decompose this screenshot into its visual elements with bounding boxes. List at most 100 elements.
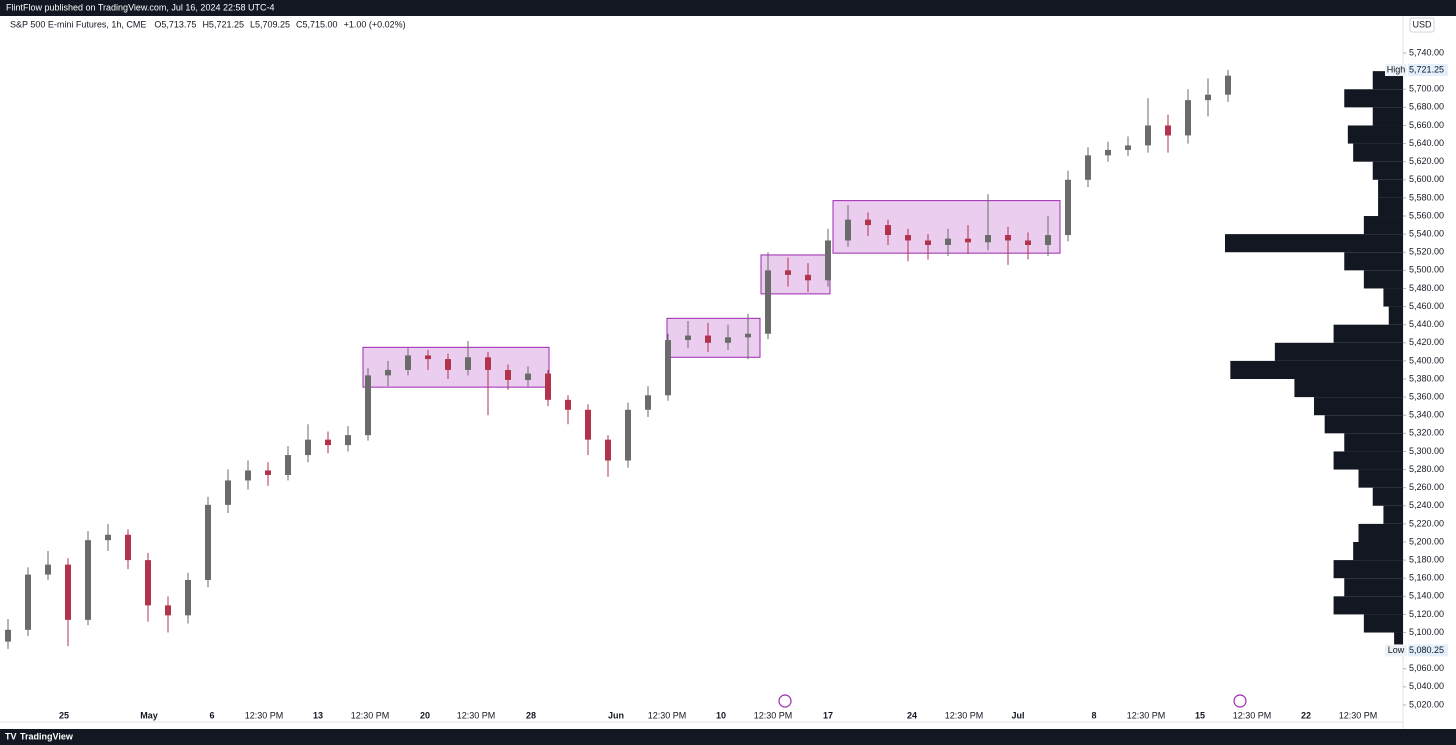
candle-body — [285, 455, 291, 475]
candle-body — [525, 373, 531, 380]
candle-body — [685, 335, 691, 341]
ohlc-value: O5,713.75 — [154, 19, 196, 29]
profile-bar — [1230, 360, 1403, 380]
y-tick-label: 5,280.00 — [1409, 464, 1444, 474]
y-tick-label: 5,360.00 — [1409, 391, 1444, 401]
candle-body — [1045, 235, 1051, 245]
candle-body — [725, 337, 731, 343]
y-tick-label: 5,400.00 — [1409, 355, 1444, 365]
marker-value: 5,080.25 — [1409, 645, 1444, 655]
x-tick-label: 12:30 PM — [245, 710, 284, 720]
x-tick-label: 15 — [1195, 710, 1205, 720]
x-tick-label: 10 — [716, 710, 726, 720]
marker-label-bg — [1385, 644, 1407, 657]
candle-body — [1025, 240, 1031, 245]
profile-bar — [1353, 541, 1403, 561]
y-tick-label: 5,680.00 — [1409, 102, 1444, 112]
y-tick-label: 5,580.00 — [1409, 192, 1444, 202]
candle-body — [445, 359, 451, 370]
marker-label: Low — [1388, 645, 1405, 655]
candle-body — [305, 439, 311, 456]
y-tick-label: 5,200.00 — [1409, 536, 1444, 546]
ohlc-value: C5,715.00 — [296, 19, 338, 29]
profile-bar — [1372, 161, 1403, 180]
candle-body — [5, 629, 11, 642]
ohlc-value: H5,721.25 — [202, 19, 244, 29]
candle-body — [465, 357, 471, 370]
y-tick-label: 5,380.00 — [1409, 373, 1444, 383]
profile-bar — [1378, 179, 1403, 198]
profile-bar — [1333, 324, 1403, 343]
x-tick-label: 24 — [907, 710, 917, 720]
y-tick-label: 5,640.00 — [1409, 138, 1444, 148]
candle-body — [545, 373, 551, 400]
candle-body — [105, 534, 111, 541]
x-tick-label: 13 — [313, 710, 323, 720]
profile-bar — [1394, 632, 1403, 651]
candle-body — [1065, 179, 1071, 236]
candle-body — [245, 470, 251, 481]
candle-body — [1205, 94, 1211, 101]
currency-box[interactable] — [1409, 17, 1435, 33]
y-tick-label: 5,300.00 — [1409, 446, 1444, 456]
candle-body — [1105, 149, 1111, 156]
ohlc-value: L5,709.25 — [250, 19, 290, 29]
event-icon[interactable] — [1233, 694, 1247, 708]
y-tick-label: 5,420.00 — [1409, 337, 1444, 347]
y-tick-label: 5,060.00 — [1409, 663, 1444, 673]
profile-bar — [1274, 342, 1403, 361]
x-tick-label: 28 — [526, 710, 536, 720]
candle-body — [425, 355, 431, 360]
candle-body — [1165, 125, 1171, 136]
profile-bar — [1333, 560, 1403, 579]
y-tick-label: 5,740.00 — [1409, 47, 1444, 57]
profile-bar — [1363, 216, 1403, 235]
event-icon[interactable] — [778, 694, 792, 708]
marker-value-bg — [1408, 644, 1448, 657]
candle-body — [1185, 100, 1191, 136]
candle-body — [65, 564, 71, 620]
candle-body — [705, 335, 711, 343]
x-tick-label: 12:30 PM — [351, 710, 390, 720]
candle-body — [345, 435, 351, 446]
candle-body — [1085, 155, 1091, 180]
x-tick-label: 12:30 PM — [754, 710, 793, 720]
candle-body — [125, 534, 131, 561]
y-tick-label: 5,100.00 — [1409, 627, 1444, 637]
candle-body — [785, 270, 791, 275]
marker-value-bg — [1408, 64, 1448, 77]
candle-body — [205, 504, 211, 581]
profile-bar — [1344, 252, 1403, 271]
bottom-bar — [0, 729, 1456, 745]
x-tick-label: 8 — [1091, 710, 1096, 720]
profile-bar — [1344, 433, 1403, 452]
profile-bar — [1363, 270, 1403, 289]
brand-logo: TV — [5, 731, 17, 741]
top-bar — [0, 0, 1456, 16]
profile-bar — [1358, 523, 1403, 542]
candle-body — [845, 219, 851, 241]
profile-bar — [1333, 596, 1403, 615]
candle-body — [745, 333, 751, 338]
y-tick-label: 5,220.00 — [1409, 518, 1444, 528]
profile-bar — [1363, 614, 1403, 633]
candle-body — [45, 564, 51, 575]
candle-body — [905, 235, 911, 241]
y-tick-label: 5,620.00 — [1409, 156, 1444, 166]
y-tick-label: 5,440.00 — [1409, 319, 1444, 329]
x-tick-label: 12:30 PM — [1339, 710, 1378, 720]
candle-body — [365, 375, 371, 436]
ohlc-value: +1.00 (+0.02%) — [344, 19, 406, 29]
profile-bar — [1388, 306, 1403, 325]
y-tick-label: 5,480.00 — [1409, 283, 1444, 293]
candle-body — [1225, 75, 1231, 95]
candle-body — [605, 439, 611, 461]
y-tick-label: 5,540.00 — [1409, 229, 1444, 239]
y-tick-label: 5,040.00 — [1409, 681, 1444, 691]
y-tick-label: 5,520.00 — [1409, 247, 1444, 257]
candle-body — [405, 355, 411, 370]
candle-body — [805, 274, 811, 281]
x-tick-label: 12:30 PM — [1233, 710, 1272, 720]
candle-body — [1125, 145, 1131, 150]
x-tick-label: May — [140, 710, 158, 720]
